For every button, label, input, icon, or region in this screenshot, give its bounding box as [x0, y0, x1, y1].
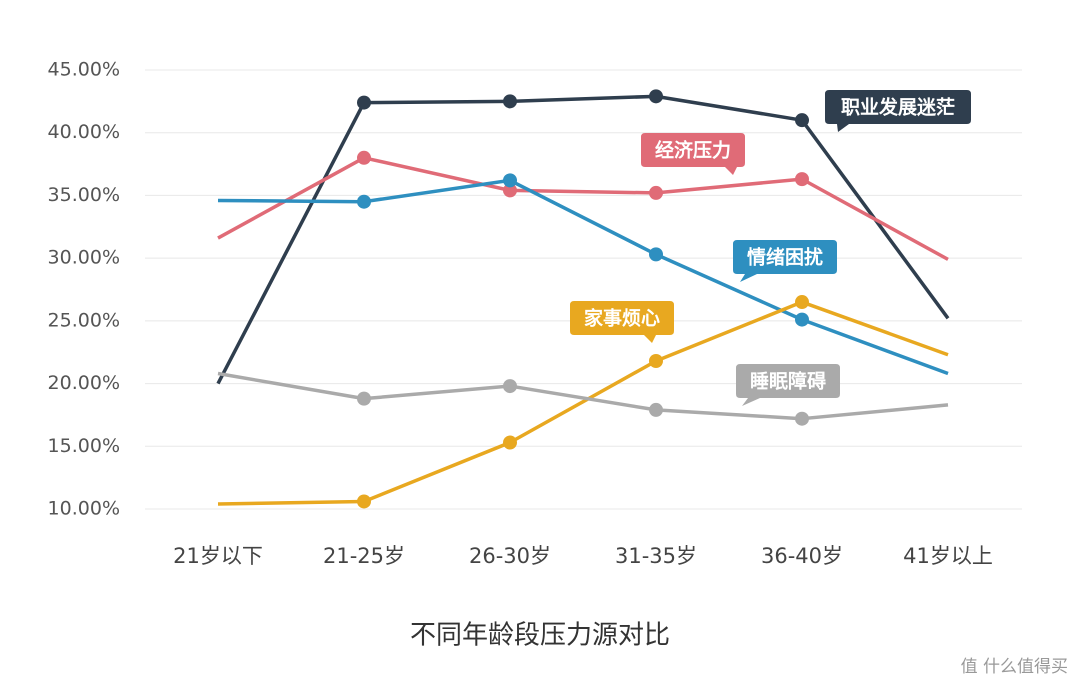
legend-label: 情绪困扰 — [747, 246, 823, 269]
series-line — [217, 156, 949, 261]
point — [649, 247, 663, 262]
series-line — [217, 300, 949, 506]
x-tick-label: 36-40岁 — [761, 544, 843, 568]
point — [503, 435, 517, 450]
legend-label: 职业发展迷茫 — [841, 96, 955, 119]
callout-box — [570, 301, 674, 343]
callout-box — [736, 364, 840, 406]
x-tick-label: 41岁以上 — [903, 544, 993, 568]
series-line — [217, 371, 949, 421]
y-tick-label: 40.00% — [48, 121, 120, 143]
y-tick-label: 35.00% — [48, 184, 120, 206]
point — [357, 391, 371, 406]
y-tick-label: 25.00% — [48, 309, 120, 331]
legend-label: 家事烦心 — [584, 307, 660, 330]
point — [503, 183, 517, 198]
series-line — [216, 94, 950, 385]
point — [795, 172, 809, 187]
point — [503, 173, 517, 188]
point — [357, 494, 371, 509]
point — [795, 113, 809, 128]
x-tick-label: 21岁以下 — [173, 544, 263, 568]
callout-box — [733, 240, 837, 282]
x-tick-label: 21-25岁 — [323, 544, 405, 568]
y-tick-label: 45.00% — [48, 59, 120, 81]
point — [649, 185, 663, 200]
y-tick-label: 15.00% — [48, 435, 120, 457]
point — [503, 94, 517, 109]
legend-label: 经济压力 — [655, 139, 731, 162]
point — [649, 402, 663, 417]
watermark: 值 什么值得买 — [961, 657, 1068, 677]
x-tick-label: 26-30岁 — [469, 544, 551, 568]
legend-label: 睡眠障碍 — [750, 370, 826, 393]
point — [357, 150, 371, 165]
y-tick-label: 10.00% — [48, 498, 120, 520]
y-tick-label: 30.00% — [48, 247, 120, 269]
point — [649, 89, 663, 104]
chart-title: 不同年龄段压力源对比 — [410, 621, 670, 651]
point — [795, 411, 809, 426]
series-line — [217, 178, 949, 376]
callout-box — [641, 133, 745, 175]
callout-box — [825, 90, 971, 132]
point — [503, 379, 517, 394]
x-tick-label: 31-35岁 — [615, 544, 697, 568]
point — [649, 353, 663, 368]
point — [795, 312, 809, 327]
y-tick-label: 20.00% — [48, 372, 120, 394]
point — [357, 194, 371, 209]
point — [357, 95, 371, 110]
point — [795, 295, 809, 310]
